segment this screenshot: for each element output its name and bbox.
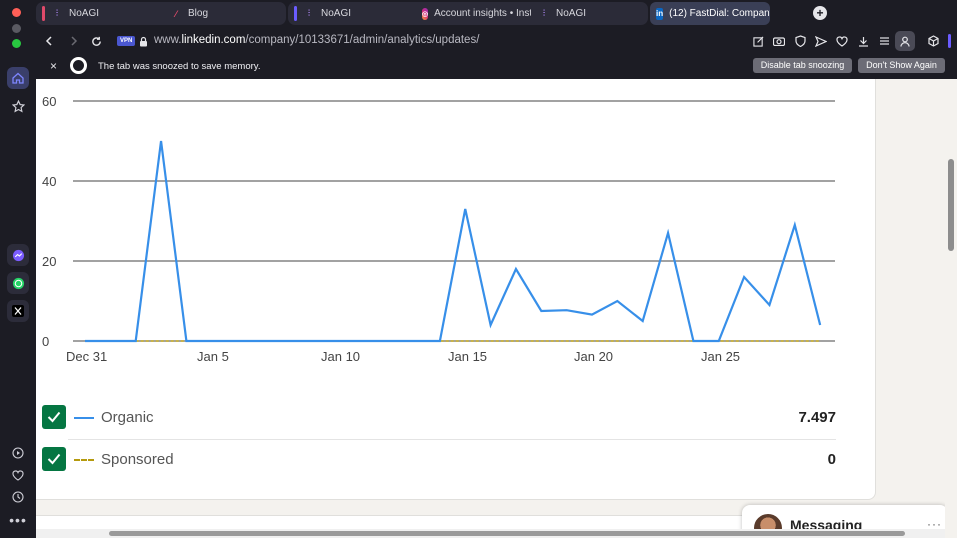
dont-show-again-button[interactable]: Don't Show Again — [858, 58, 945, 73]
forward-button[interactable] — [67, 34, 81, 48]
tab-bar: ⫶ NoAGI ⁄ Blog ⫶ NoAGI ◎ Account insight… — [36, 0, 957, 27]
sponsored-checkbox[interactable] — [42, 447, 66, 471]
reload-button[interactable] — [89, 34, 103, 48]
checkmark-icon — [47, 411, 61, 423]
sponsored-legend-label: Sponsored — [101, 451, 174, 468]
whatsapp-icon[interactable] — [7, 272, 29, 294]
tab-title: NoAGI — [321, 8, 352, 19]
instagram-icon: ◎ — [422, 7, 429, 20]
tab-linkedin-active[interactable]: in (12) FastDial: Company — [650, 2, 770, 25]
shield-icon[interactable] — [793, 34, 807, 48]
organic-checkbox[interactable] — [42, 405, 66, 429]
more-options-icon[interactable]: ••• — [9, 512, 27, 528]
back-button[interactable] — [42, 34, 56, 48]
extensions-icon[interactable] — [926, 34, 940, 48]
menu-icon[interactable] — [877, 34, 891, 48]
organic-legend-value: 7.497 — [798, 409, 836, 426]
tab-noagi-3[interactable]: ⫶ NoAGI — [532, 2, 648, 25]
vpn-badge[interactable]: VPN — [117, 36, 136, 46]
x-tick-label: Jan 25 — [701, 349, 741, 364]
organic-series-line — [85, 140, 822, 343]
vertical-scroll-thumb[interactable] — [948, 159, 954, 251]
player-icon[interactable] — [7, 442, 29, 464]
tab-group-indicator — [294, 6, 297, 21]
maximize-window-button[interactable] — [12, 39, 21, 48]
tab-title: Blog — [188, 8, 209, 19]
noagi-icon: ⫶ — [542, 8, 546, 18]
x-tick-label: Jan 15 — [448, 349, 488, 364]
url-domain: linkedin.com — [181, 34, 246, 46]
sidebar-accent — [948, 34, 951, 48]
y-tick-label: 60 — [42, 94, 57, 109]
url-path: /company/10133671/admin/analytics/update… — [245, 34, 480, 46]
tab-blog[interactable]: ⁄ Blog — [164, 2, 284, 25]
tab-title: (12) FastDial: Company — [669, 8, 770, 19]
y-tick-label: 40 — [42, 174, 57, 189]
analytics-card: 60 40 20 0 Dec 31 Jan 5 Jan 10 Jan 15 Ja… — [36, 79, 876, 500]
horizontal-scrollbar[interactable] — [36, 529, 945, 538]
tab-noagi-2[interactable]: ⫶ NoAGI — [288, 2, 414, 25]
star-icon[interactable] — [7, 95, 29, 117]
disable-tab-snoozing-button[interactable]: Disable tab snoozing — [753, 58, 852, 73]
send-icon[interactable] — [814, 34, 828, 48]
tab-title: NoAGI — [556, 8, 587, 19]
messaging-more-icon[interactable]: ··· — [927, 517, 942, 531]
camera-icon[interactable] — [772, 34, 786, 48]
noagi-icon: ⫶ — [55, 8, 59, 18]
lock-icon[interactable] — [136, 34, 150, 48]
x-tick-label: Dec 31 — [66, 349, 108, 364]
snooze-message: The tab was snoozed to save memory. — [98, 61, 261, 72]
home-icon[interactable] — [7, 67, 29, 89]
tab-group-1 — [36, 2, 286, 25]
sponsored-legend-line — [74, 459, 94, 461]
download-icon[interactable] — [856, 34, 870, 48]
url-field[interactable]: www.linkedin.com/company/10133671/admin/… — [154, 34, 479, 46]
tab-group-2 — [288, 2, 648, 25]
organic-series — [84, 140, 822, 343]
address-bar: VPN www.linkedin.com/company/10133671/ad… — [36, 27, 957, 55]
x-tick-label: Jan 20 — [574, 349, 614, 364]
tab-title: NoAGI — [69, 8, 100, 19]
legend-organic: Organic 7.497 — [42, 399, 836, 439]
new-tab-button[interactable]: + — [813, 6, 827, 20]
legend-divider — [68, 439, 836, 440]
tab-instagram[interactable]: ◎ Account insights • Insta — [416, 2, 531, 25]
organic-legend-line — [74, 417, 94, 419]
tab-noagi-1[interactable]: ⫶ NoAGI — [36, 2, 164, 25]
url-prefix: www. — [154, 34, 182, 46]
x-tick-label: Jan 5 — [197, 349, 229, 364]
legend-sponsored: Sponsored 0 — [42, 441, 836, 481]
sidebar: ••• — [0, 56, 36, 538]
x-twitter-icon[interactable] — [7, 300, 29, 322]
close-window-button[interactable] — [12, 8, 21, 17]
blog-icon: ⁄ — [175, 8, 177, 19]
noagi-icon: ⫶ — [307, 8, 311, 18]
tab-title: Account insights • Insta — [434, 8, 531, 19]
tab-group-indicator — [42, 6, 45, 21]
x-tick-label: Jan 10 — [321, 349, 361, 364]
heart-icon[interactable] — [835, 34, 849, 48]
linkedin-icon: in — [656, 7, 664, 20]
opera-logo-icon — [70, 57, 87, 74]
edit-icon[interactable] — [751, 34, 765, 48]
y-tick-label: 0 — [42, 334, 50, 349]
history-icon[interactable] — [7, 486, 29, 508]
sponsored-legend-value: 0 — [827, 451, 836, 468]
heart-icon[interactable] — [7, 464, 29, 486]
horizontal-scroll-thumb[interactable] — [109, 531, 905, 536]
profile-icon[interactable] — [895, 31, 915, 51]
minimize-window-button[interactable] — [12, 24, 21, 33]
vertical-scrollbar[interactable] — [945, 79, 957, 538]
snooze-notification-bar: × The tab was snoozed to save memory. Di… — [36, 55, 957, 78]
y-tick-label: 20 — [42, 254, 57, 269]
close-snooze-button[interactable]: × — [50, 59, 58, 73]
posts-line-chart — [73, 100, 835, 343]
linkedin-page: 60 40 20 0 Dec 31 Jan 5 Jan 10 Jan 15 Ja… — [36, 79, 948, 538]
messenger-icon[interactable] — [7, 244, 29, 266]
organic-legend-label: Organic — [101, 409, 154, 426]
checkmark-icon — [47, 453, 61, 465]
